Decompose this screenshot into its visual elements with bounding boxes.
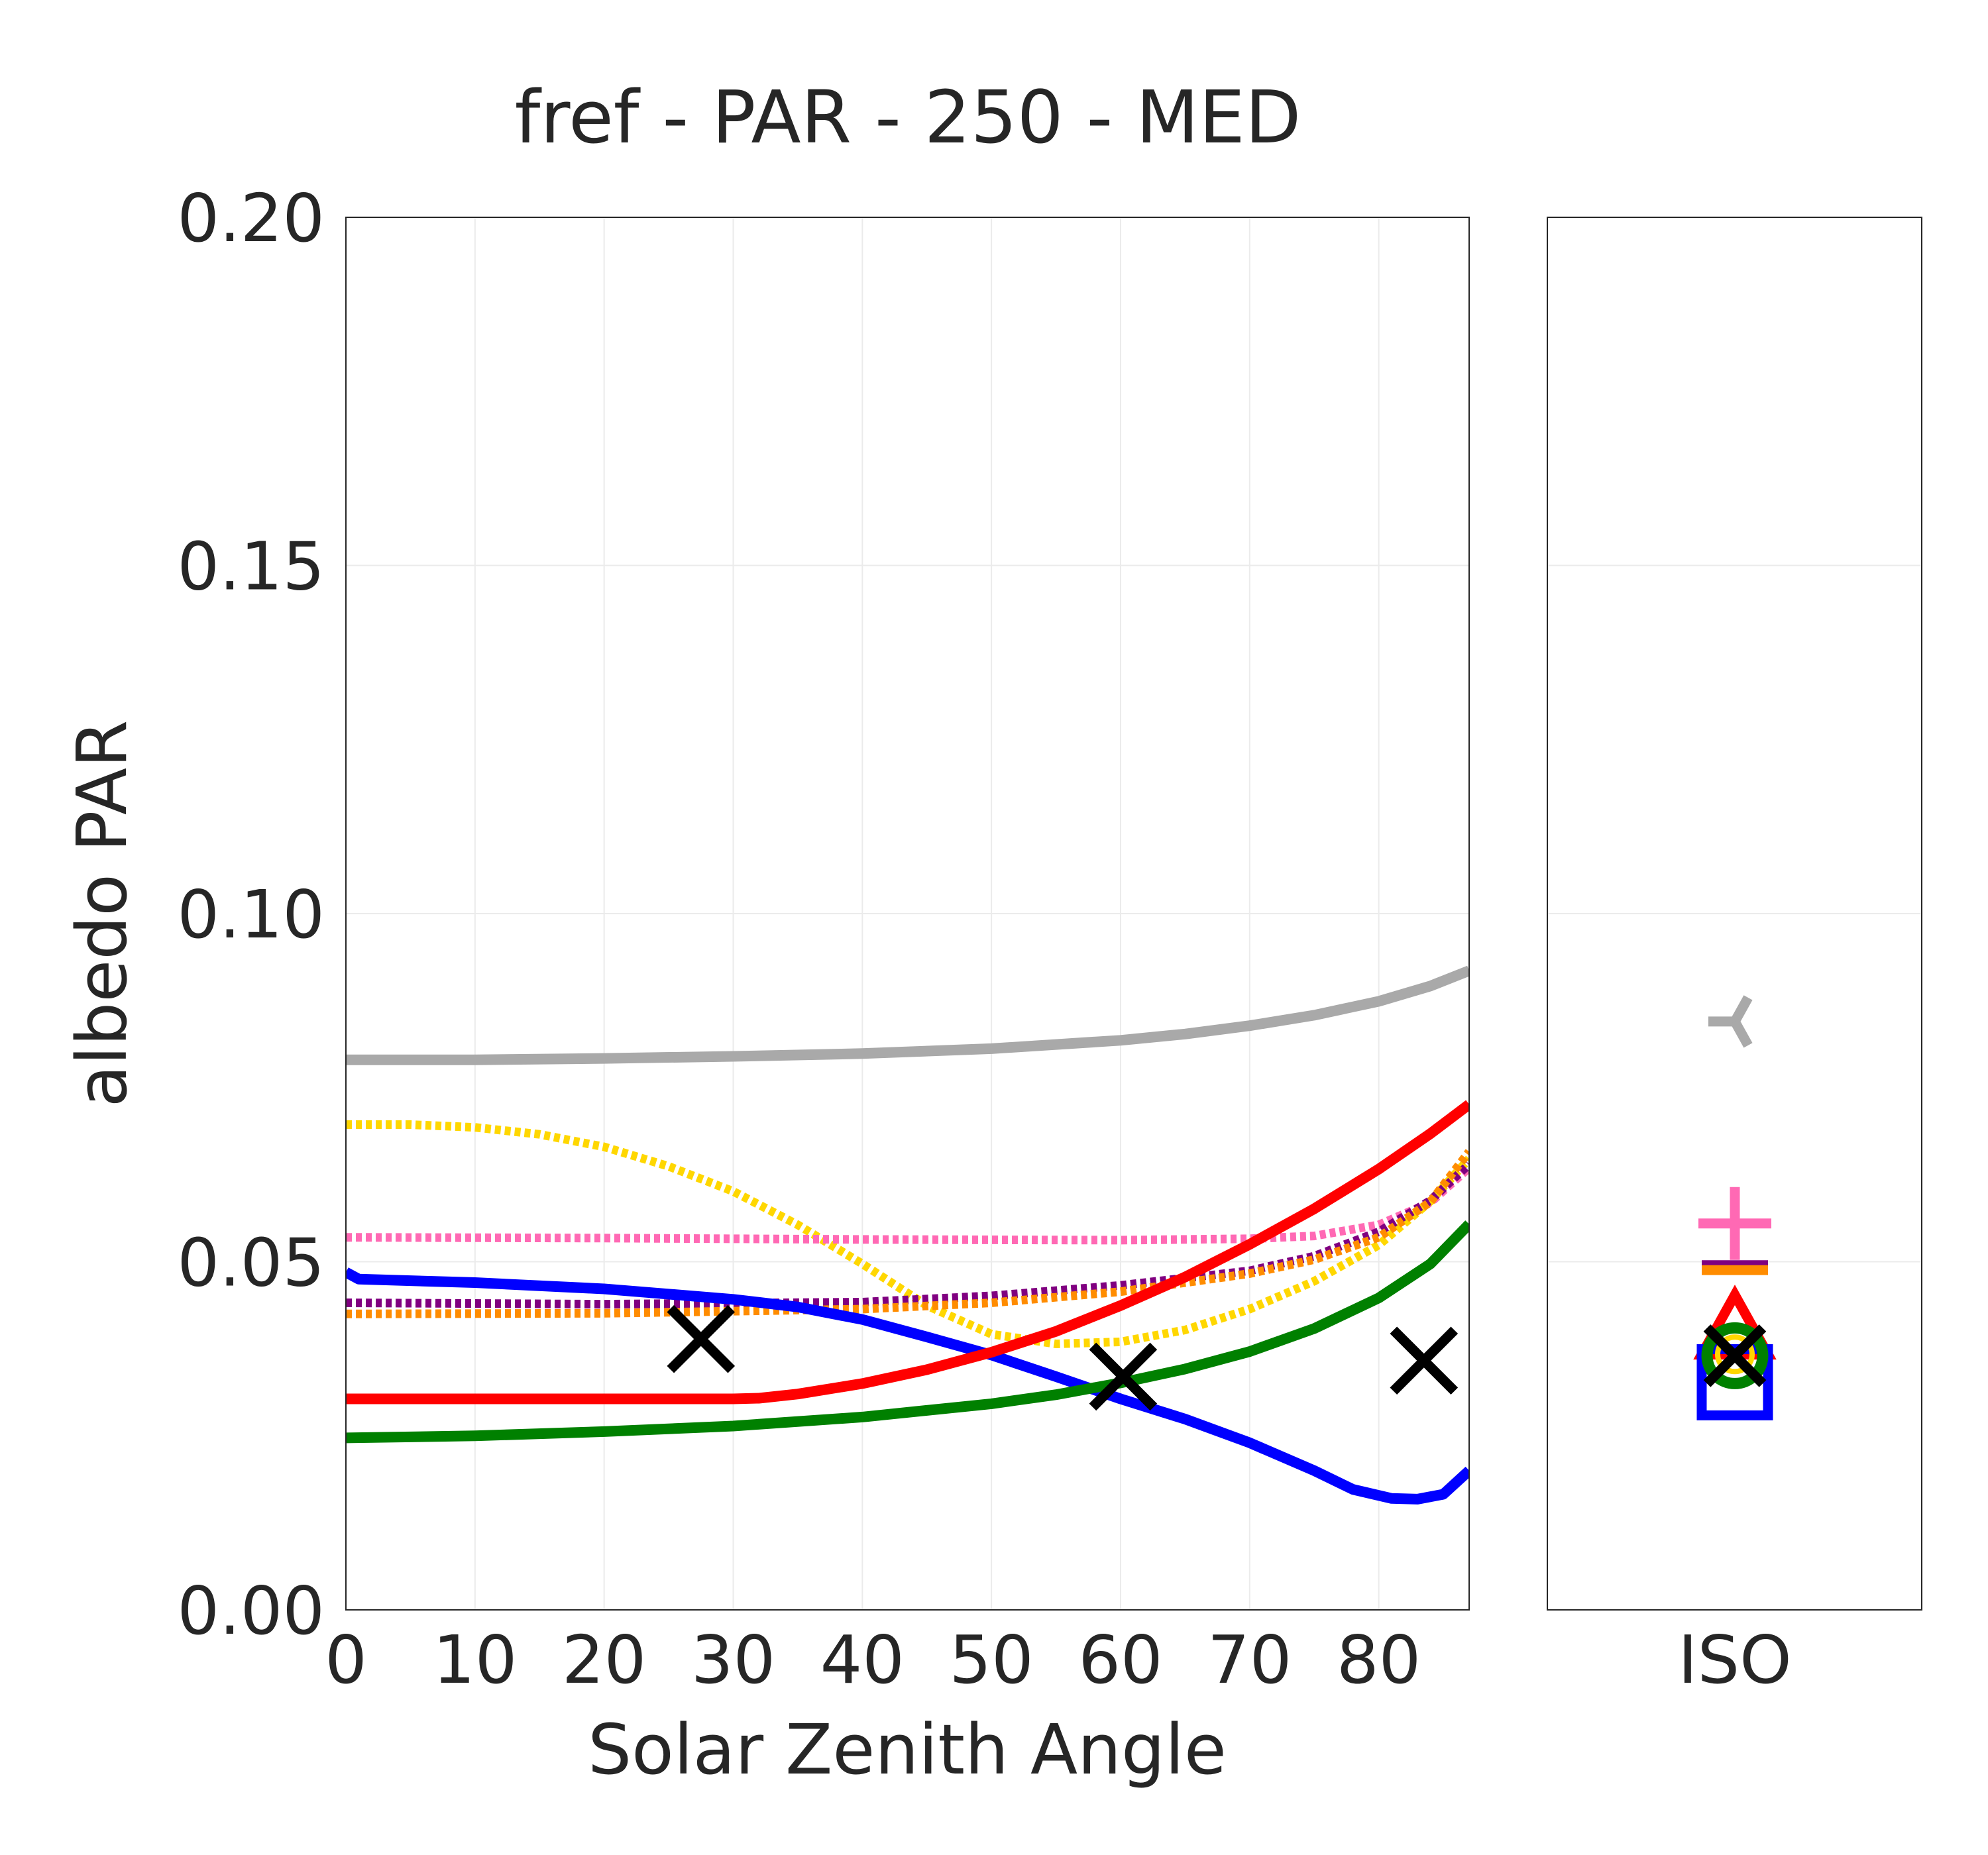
y-tick-label: 0.00 [177, 1572, 325, 1650]
y-tick-label: 0.20 [177, 180, 325, 257]
chart-title: fref - PAR - 250 - MED [515, 75, 1301, 160]
iso-point-tri_down-1-c [1730, 1019, 1753, 1048]
iso-plot: ISO [1547, 217, 1922, 1699]
iso-point-circle-small-8 [1715, 1334, 1755, 1375]
x-marker-2 [1089, 1342, 1158, 1411]
iso-point-x-9-stroke-b [1703, 1324, 1767, 1387]
x-tick-label: 0 [325, 1621, 367, 1699]
x-marker-1 [667, 1304, 736, 1373]
x-tick-label: 60 [1078, 1621, 1162, 1699]
y-tick-label: 0.15 [177, 528, 325, 606]
main-markers [667, 1304, 1459, 1411]
y-axis-label: albedo PAR [62, 720, 142, 1108]
main-grid [346, 217, 1469, 1610]
x-tick-label: 10 [433, 1621, 517, 1699]
main-plot: 0 10 20 30 40 50 60 70 80 0.00 0.05 0.10 0.15 0.20 [177, 180, 1470, 1699]
series-line-6 [346, 1267, 1469, 1505]
series-line-1 [346, 965, 1469, 1065]
x-marker-3 [1390, 1326, 1459, 1395]
y-tick-label: 0.10 [177, 876, 325, 953]
iso-point-tri_down-1-b [1730, 995, 1753, 1024]
iso-points [1693, 995, 1777, 1420]
x-marker-1-stroke-b [667, 1304, 736, 1373]
x-marker-2-stroke-b [1089, 1342, 1158, 1411]
x-tick-label: 70 [1207, 1621, 1292, 1699]
y-tick-label: 0.05 [177, 1224, 325, 1302]
iso-point-tri_down-1 [1708, 995, 1753, 1048]
x-tick-labels: 0 10 20 30 40 50 60 70 80 [325, 1621, 1421, 1699]
iso-x-tick-label: ISO [1678, 1621, 1792, 1699]
series-line-8 [346, 1220, 1469, 1444]
x-tick-label: 20 [562, 1621, 646, 1699]
x-tick-label: 30 [691, 1621, 775, 1699]
x-tick-label: 40 [820, 1621, 905, 1699]
x-tick-label: 50 [950, 1621, 1034, 1699]
x-tick-label: 80 [1337, 1621, 1421, 1699]
x-axis-label: Solar Zenith Angle [588, 1709, 1227, 1790]
series-line-3 [346, 1164, 1469, 1245]
y-tick-labels: 0.00 0.05 0.10 0.15 0.20 [177, 180, 325, 1650]
main-plot-frame [345, 217, 1470, 1611]
x-marker-3-stroke-b [1390, 1326, 1459, 1395]
iso-grid [1547, 564, 1922, 1263]
main-series [346, 965, 1469, 1505]
iso-point-circle-7 [1701, 1322, 1769, 1389]
iso-plot-frame [1547, 217, 1922, 1611]
iso-point-plus-2 [1698, 1187, 1771, 1260]
iso-point-x-9 [1703, 1324, 1767, 1387]
series-line-7 [346, 1100, 1469, 1404]
